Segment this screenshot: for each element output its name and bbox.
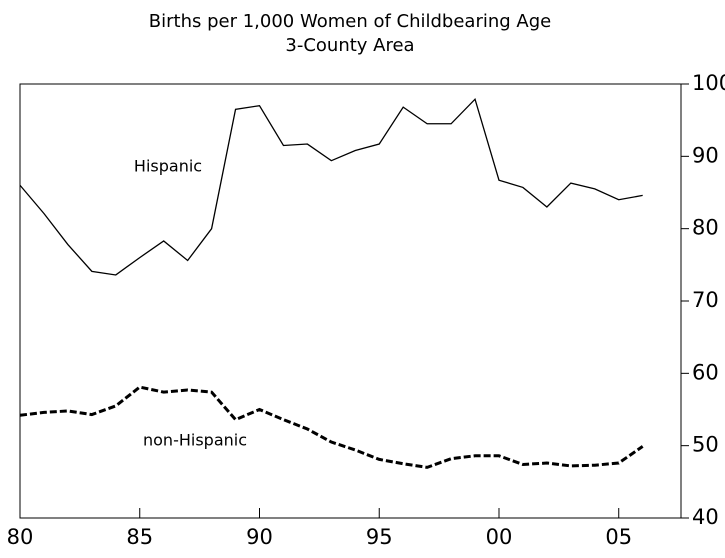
y-tick-label: 40 (692, 505, 719, 529)
x-tick-label: 85 (126, 525, 153, 549)
y-tick-label: 60 (692, 360, 719, 384)
x-tick-label: 00 (486, 525, 513, 549)
plot-frame (19, 83, 682, 519)
chart-subtitle: 3-County Area (285, 35, 414, 56)
x-tick-label: 95 (366, 525, 393, 549)
series-line (19, 385, 644, 469)
chart-title: Births per 1,000 Women of Childbearing A… (149, 11, 551, 32)
y-tick-label: 70 (692, 288, 719, 312)
y-tick-label: 50 (692, 433, 719, 457)
series-label: Hispanic (134, 157, 202, 176)
x-tick-label: 90 (246, 525, 273, 549)
series-label: non-Hispanic (143, 431, 247, 450)
x-tick-label: 80 (7, 525, 34, 549)
series-line (19, 97, 643, 276)
y-tick-label: 100 (692, 71, 725, 95)
y-tick-label: 90 (692, 143, 719, 167)
x-tick-label: 05 (605, 525, 632, 549)
y-tick-label: 80 (692, 216, 719, 240)
